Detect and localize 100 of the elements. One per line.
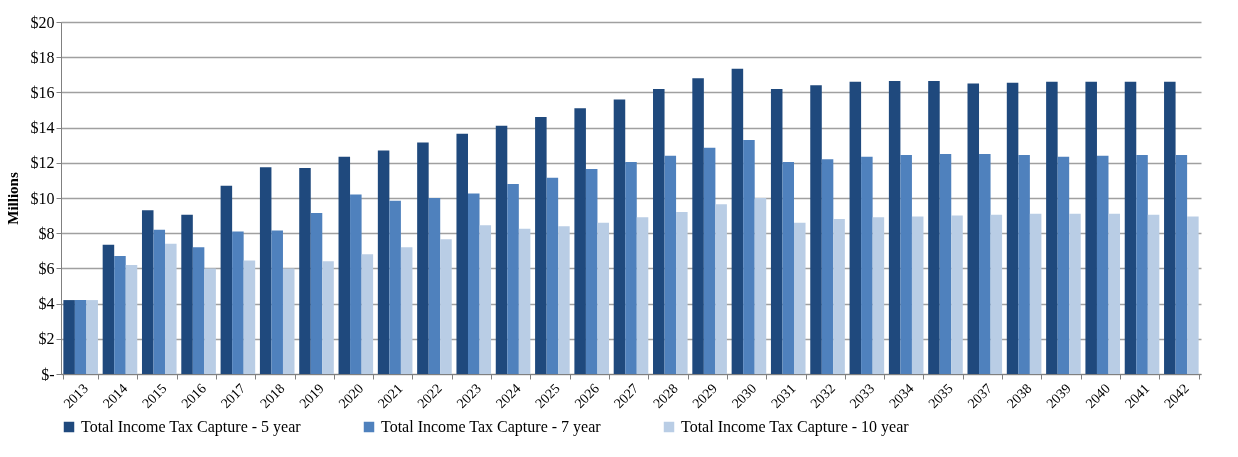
y-tick-label: $12 xyxy=(30,154,55,172)
bar xyxy=(692,78,704,374)
bar xyxy=(888,80,901,374)
bar xyxy=(979,154,991,374)
bar xyxy=(479,225,492,374)
y-tick-label: $6 xyxy=(38,259,55,277)
bar xyxy=(535,117,547,374)
bar xyxy=(1124,81,1137,374)
y-tick-label: $2 xyxy=(38,330,55,348)
bar xyxy=(338,156,351,374)
bar xyxy=(597,222,609,374)
bar xyxy=(613,99,626,374)
bar xyxy=(782,161,795,374)
bar xyxy=(456,133,468,374)
bar xyxy=(271,230,283,374)
bar xyxy=(849,81,862,374)
bar xyxy=(428,198,441,374)
bar xyxy=(299,168,311,374)
bar xyxy=(243,260,256,374)
bar xyxy=(821,159,834,374)
legend-label: Total Income Tax Capture - 7 year xyxy=(381,418,602,436)
bar xyxy=(1147,214,1160,374)
legend-label: Total Income Tax Capture - 10 year xyxy=(681,418,910,436)
bar xyxy=(125,264,138,374)
bar xyxy=(585,168,598,374)
bar xyxy=(507,183,519,374)
bar xyxy=(872,217,885,374)
y-tick-label: $- xyxy=(41,365,55,383)
bar xyxy=(282,268,295,374)
bar xyxy=(990,214,1003,374)
bar xyxy=(676,212,688,374)
bar xyxy=(165,243,177,374)
y-tick-label: $14 xyxy=(30,119,55,137)
bar xyxy=(1069,213,1081,374)
bar xyxy=(1136,154,1148,374)
bar xyxy=(259,167,272,374)
bar xyxy=(653,88,665,374)
bar xyxy=(636,217,649,374)
bar xyxy=(703,147,716,374)
y-tick-label: $18 xyxy=(30,48,55,66)
bar xyxy=(141,210,154,374)
bar xyxy=(417,142,429,374)
bar xyxy=(1006,82,1019,374)
bar xyxy=(220,185,233,374)
bar xyxy=(204,268,216,374)
bar xyxy=(1187,216,1199,374)
bar xyxy=(861,156,873,374)
y-tick-label: $20 xyxy=(30,13,55,31)
bar xyxy=(574,108,586,374)
bar xyxy=(794,222,806,374)
bar xyxy=(715,204,727,374)
bar xyxy=(558,226,570,374)
bar xyxy=(743,139,755,374)
bar xyxy=(967,83,980,374)
y-tick-label: $4 xyxy=(38,295,55,313)
bar xyxy=(664,155,677,374)
bar xyxy=(361,254,374,374)
bar xyxy=(389,200,401,374)
bar xyxy=(1096,155,1109,374)
bar xyxy=(377,150,390,374)
bar xyxy=(1085,81,1097,374)
bar xyxy=(754,198,767,374)
bar xyxy=(467,193,480,374)
bar xyxy=(400,247,413,374)
bar xyxy=(181,214,193,374)
bar xyxy=(1164,81,1176,374)
bar xyxy=(928,80,940,374)
bar xyxy=(1057,156,1070,374)
bar xyxy=(102,244,115,374)
bar xyxy=(625,161,637,374)
bar xyxy=(114,256,126,374)
bar xyxy=(911,216,924,374)
legend-label: Total Income Tax Capture - 5 year xyxy=(81,418,302,436)
bar xyxy=(153,229,166,374)
bar xyxy=(350,194,362,374)
bar xyxy=(770,88,783,374)
bar xyxy=(322,261,334,374)
bar xyxy=(495,125,508,374)
bar xyxy=(440,239,452,374)
bar xyxy=(731,68,744,374)
bar xyxy=(86,300,98,374)
bar xyxy=(546,177,559,374)
bar xyxy=(810,85,822,374)
y-tick-label: $8 xyxy=(38,224,55,242)
bar xyxy=(1175,154,1188,374)
bar xyxy=(939,154,952,374)
bar xyxy=(518,228,531,374)
bar xyxy=(63,300,75,374)
bar xyxy=(1046,81,1058,374)
bar xyxy=(900,154,912,374)
bar xyxy=(1018,154,1030,374)
bar xyxy=(74,300,87,374)
y-axis-title: Millions xyxy=(4,172,21,225)
bar xyxy=(951,215,963,374)
bar xyxy=(1108,213,1121,374)
y-tick-label: $16 xyxy=(30,83,55,101)
bar xyxy=(310,212,323,374)
bar xyxy=(833,219,845,374)
bar xyxy=(192,247,205,374)
bar xyxy=(1029,213,1042,374)
